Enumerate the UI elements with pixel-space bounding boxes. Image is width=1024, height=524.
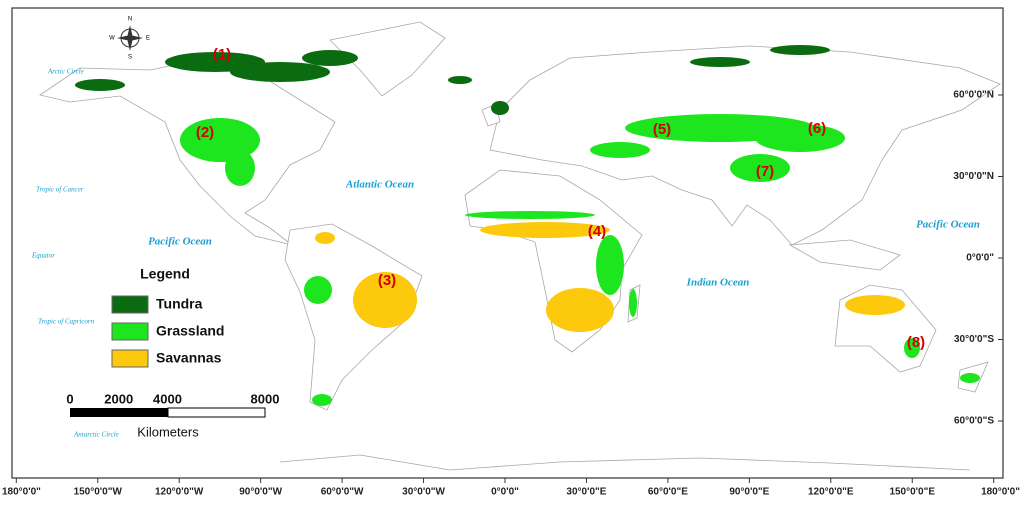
lon-tick-label: 30°0'0"E xyxy=(566,487,606,498)
lon-tick-label: 60°0'0"E xyxy=(648,487,688,498)
savanna-cover xyxy=(315,222,905,332)
lon-tick-label: 90°0'0"W xyxy=(239,487,282,498)
tundra-cover xyxy=(75,45,830,115)
compass-s: S xyxy=(128,55,132,61)
ocean-label: Pacific Ocean xyxy=(916,219,980,231)
legend-swatch xyxy=(111,322,149,341)
scale-segment xyxy=(70,408,168,417)
region-label: (2) xyxy=(196,124,214,141)
lat-tick-label: 30°0'0"S xyxy=(954,334,994,345)
legend-label: Tundra xyxy=(156,296,203,312)
region-label: (8) xyxy=(907,334,925,351)
lon-tick-label: 30°0'0"W xyxy=(402,487,445,498)
scale-tick-label: 0 xyxy=(66,391,73,406)
lon-tick-label: 150°0'0"E xyxy=(889,487,935,498)
scale-segment xyxy=(167,407,266,418)
lon-tick-label: 180°0'0" xyxy=(2,487,41,498)
compass-w: W xyxy=(109,36,115,42)
scale-tick-label: 2000 xyxy=(104,391,133,406)
legend: Tundra Grassland Savannas xyxy=(111,295,224,368)
legend-label: Savannas xyxy=(156,350,222,366)
reference-line-label: Tropic of Cancer xyxy=(36,186,84,194)
scale-tick-label: 4000 xyxy=(153,391,182,406)
reference-line-label: Antarctic Circle xyxy=(73,431,119,439)
lon-tick-label: 180°0'0" xyxy=(981,487,1020,498)
scale-bar: Kilometers xyxy=(70,407,266,439)
region-label: (1) xyxy=(213,46,231,63)
region-label: (6) xyxy=(808,120,826,137)
lon-tick-label: 0°0'0" xyxy=(491,487,519,498)
region-label: (3) xyxy=(378,272,396,289)
scale-unit: Kilometers xyxy=(137,424,199,439)
region-label: (4) xyxy=(588,223,606,240)
lon-tick-label: 60°0'0"W xyxy=(321,487,364,498)
lon-tick-label: 120°0'0"W xyxy=(155,487,204,498)
region-label: (7) xyxy=(756,163,774,180)
compass: N S W E xyxy=(109,17,150,61)
lon-tick-label: 150°0'0"W xyxy=(74,487,123,498)
compass-n: N xyxy=(128,17,132,23)
lat-tick-label: 60°0'0"N xyxy=(953,90,994,101)
legend-title: Legend xyxy=(140,266,190,282)
reference-line-label: Tropic of Capricorn xyxy=(38,318,95,326)
lat-tick-label: 0°0'0" xyxy=(966,253,994,264)
lat-tick-label: 30°0'0"N xyxy=(953,171,994,182)
scale-tick-label: 8000 xyxy=(251,391,280,406)
region-label: (5) xyxy=(653,121,671,138)
lon-tick-label: 90°0'0"E xyxy=(729,487,769,498)
legend-swatch xyxy=(111,295,149,314)
reference-line-label: Equator xyxy=(31,252,55,260)
reference-line-label: Arctic Circle xyxy=(47,68,84,76)
legend-swatch xyxy=(111,349,149,368)
lon-tick-label: 120°0'0"E xyxy=(808,487,854,498)
ocean-label: Indian Ocean xyxy=(686,277,750,289)
compass-e: E xyxy=(146,36,150,42)
lat-tick-label: 60°0'0"S xyxy=(954,416,994,427)
legend-label: Grassland xyxy=(156,323,224,339)
ocean-label: Pacific Ocean xyxy=(148,236,212,248)
ocean-label: Atlantic Ocean xyxy=(345,179,414,191)
